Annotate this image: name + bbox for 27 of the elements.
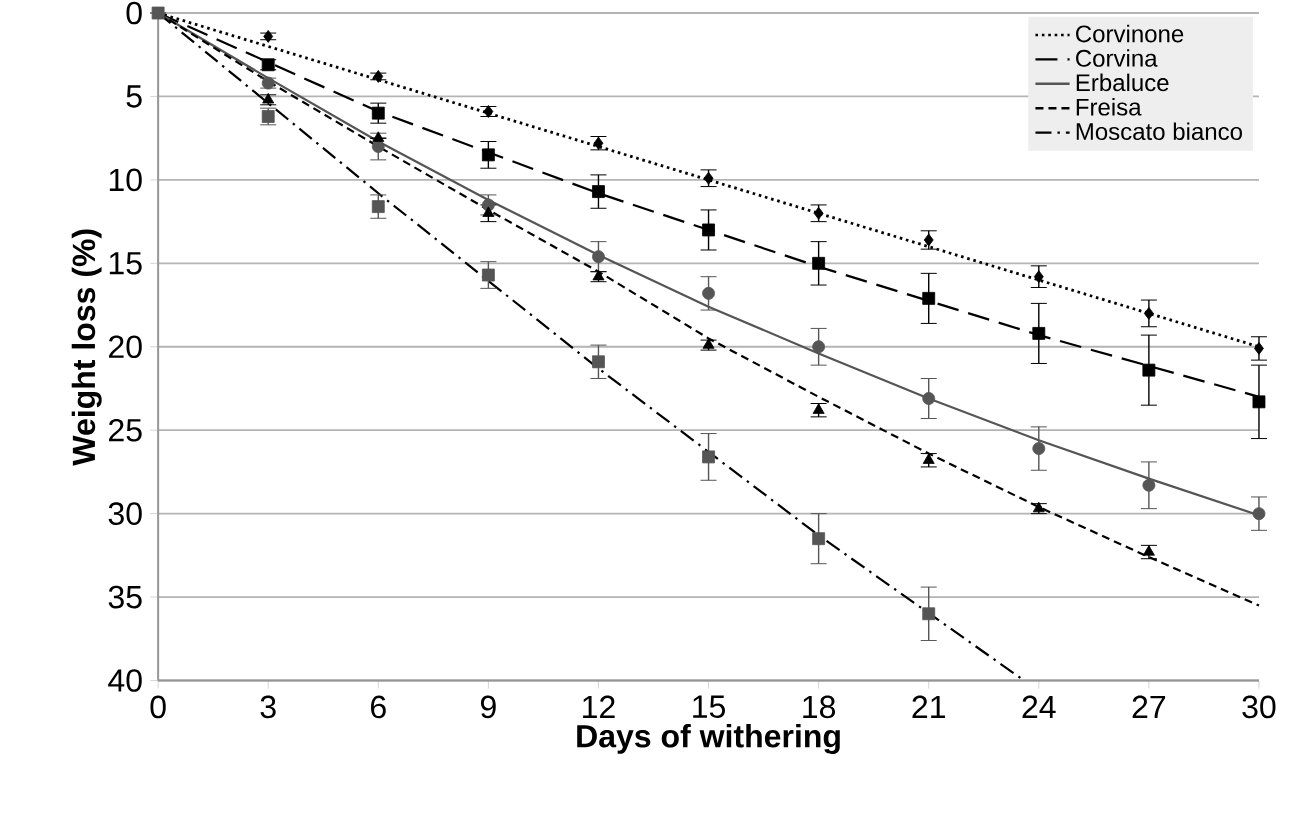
- y-tick-label: 5: [126, 85, 142, 108]
- x-tick-label: 27: [1132, 695, 1166, 719]
- x-tick-label: 21: [912, 695, 945, 719]
- x-tick-label: 12: [583, 695, 615, 719]
- y-tick-label: 30: [108, 502, 142, 526]
- y-axis-title: Weight loss (%): [71, 229, 102, 466]
- x-tick-label: 6: [371, 695, 386, 719]
- legend-label: Freisa: [1076, 98, 1142, 116]
- y-tick-label: 0: [126, 1, 142, 25]
- x-tick-label: 9: [480, 695, 496, 719]
- legend-label: Moscato bianco: [1076, 122, 1242, 141]
- y-tick-label: 20: [109, 335, 142, 359]
- x-tick-label: 30: [1242, 695, 1276, 719]
- y-tick-label: 10: [109, 168, 142, 192]
- x-tick-label: 3: [260, 695, 276, 719]
- x-tick-label: 0: [150, 695, 166, 719]
- y-tick-label: 25: [109, 419, 142, 442]
- legend-label: Corvinone: [1076, 24, 1184, 43]
- y-tick-label: 15: [109, 252, 142, 275]
- x-tick-label: 15: [693, 695, 725, 719]
- x-tick-label: 18: [803, 695, 836, 719]
- x-axis-title: Days of withering: [577, 724, 840, 755]
- x-tick-label: 24: [1022, 695, 1056, 719]
- y-tick-label: 40: [108, 669, 142, 693]
- y-tick-label: 35: [108, 585, 142, 609]
- legend-label: Corvina: [1076, 49, 1158, 67]
- legend-label: Erbaluce: [1076, 73, 1169, 92]
